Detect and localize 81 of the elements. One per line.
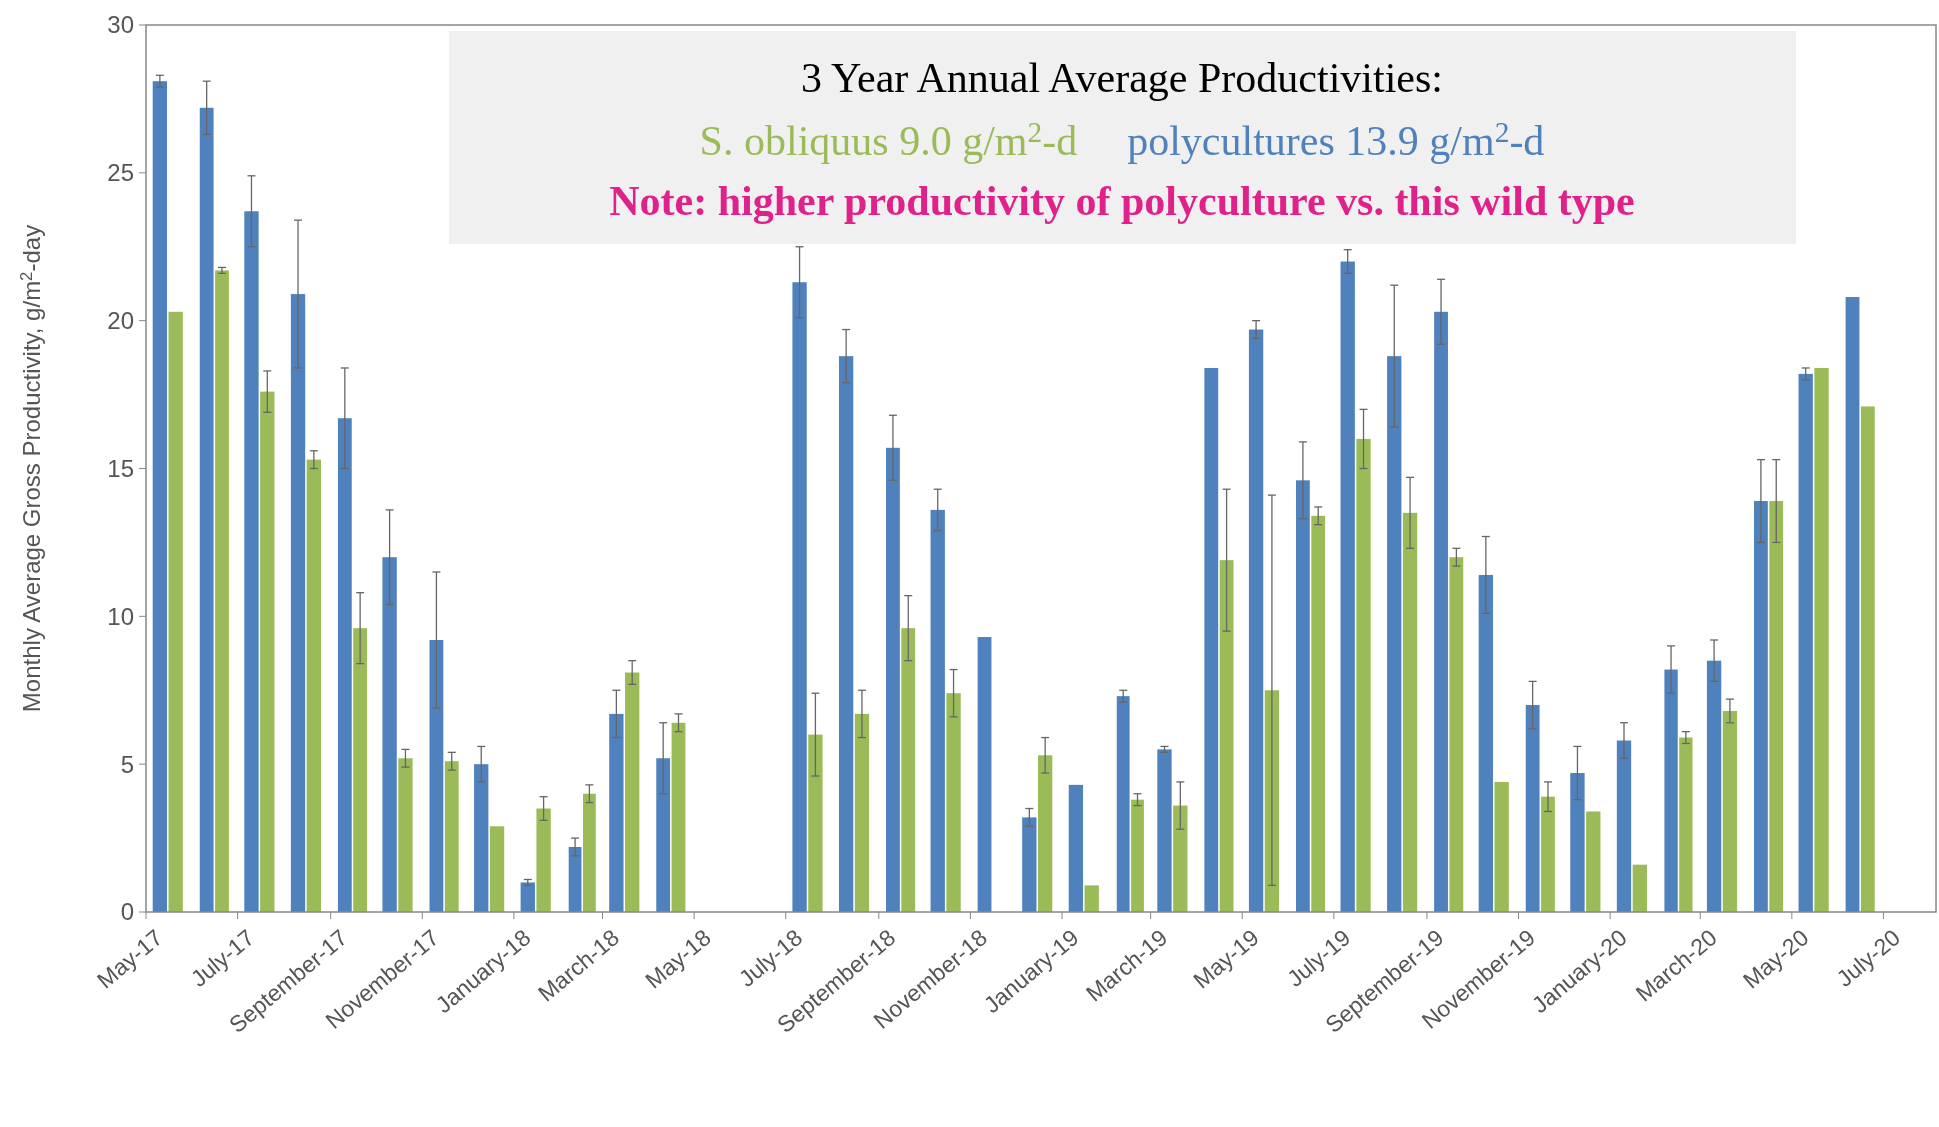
bar bbox=[901, 628, 916, 912]
bar bbox=[337, 418, 352, 912]
bar bbox=[1860, 406, 1875, 912]
bar bbox=[1248, 329, 1264, 912]
bar bbox=[1769, 501, 1784, 912]
bar bbox=[199, 107, 214, 912]
bar bbox=[1586, 811, 1601, 912]
bar bbox=[398, 758, 413, 912]
bar bbox=[1478, 574, 1494, 912]
bar bbox=[353, 628, 368, 912]
y-tick-label: 0 bbox=[120, 898, 134, 926]
bar bbox=[1664, 669, 1678, 912]
y-tick-label: 30 bbox=[107, 11, 134, 39]
y-tick-label: 5 bbox=[120, 750, 134, 778]
bar bbox=[536, 808, 551, 912]
bar bbox=[1541, 796, 1555, 912]
y-tick-label: 25 bbox=[107, 159, 134, 187]
bar bbox=[1387, 356, 1402, 912]
bar bbox=[568, 846, 582, 912]
bar bbox=[520, 882, 535, 912]
bar bbox=[1679, 737, 1693, 912]
annotation: S. obliquus 9.0 g/m$^{2}$-d bbox=[699, 115, 1078, 164]
bar bbox=[1038, 755, 1053, 912]
bar bbox=[1722, 710, 1738, 912]
bar bbox=[1116, 696, 1130, 912]
bar bbox=[808, 734, 823, 912]
bar bbox=[1494, 781, 1509, 912]
bar bbox=[306, 459, 322, 912]
bar bbox=[838, 356, 854, 912]
bar bbox=[886, 447, 900, 912]
bar bbox=[1204, 367, 1219, 912]
bar bbox=[429, 639, 444, 912]
bar bbox=[1340, 261, 1355, 912]
bar bbox=[854, 713, 870, 912]
bar bbox=[1295, 480, 1310, 912]
bar bbox=[1356, 438, 1371, 912]
bar bbox=[1131, 799, 1144, 912]
bar bbox=[792, 282, 807, 912]
bar bbox=[444, 761, 459, 912]
bar bbox=[1434, 311, 1448, 912]
bar bbox=[1570, 773, 1585, 912]
y-tick-label: 20 bbox=[107, 307, 134, 335]
bar bbox=[1845, 297, 1860, 912]
bar bbox=[671, 722, 686, 912]
bar bbox=[625, 672, 640, 912]
bar bbox=[1157, 749, 1172, 912]
bar bbox=[244, 211, 259, 912]
bar bbox=[946, 693, 961, 912]
bar bbox=[1219, 560, 1234, 912]
bar bbox=[1632, 864, 1647, 912]
bar bbox=[215, 270, 229, 912]
bar bbox=[152, 81, 168, 912]
bar bbox=[1449, 557, 1464, 912]
bar bbox=[1084, 885, 1099, 912]
bar bbox=[977, 637, 992, 912]
text: 3 Year Annual Average Productivities: bbox=[801, 55, 1443, 101]
y-tick-label: 15 bbox=[107, 454, 134, 482]
bar bbox=[1173, 805, 1188, 912]
bar bbox=[168, 311, 183, 912]
bar bbox=[582, 793, 596, 912]
bar bbox=[260, 391, 275, 912]
bar bbox=[1068, 784, 1084, 912]
y-tick-label: 10 bbox=[107, 602, 134, 630]
annotation: Note: higher productivity of polyculture vs. this wild type bbox=[609, 178, 1635, 224]
bar bbox=[1022, 817, 1037, 912]
bar bbox=[1402, 512, 1418, 912]
bar bbox=[1311, 515, 1326, 912]
bar bbox=[489, 826, 505, 912]
bar bbox=[609, 713, 624, 912]
bar bbox=[1798, 373, 1813, 912]
bar bbox=[1525, 705, 1540, 912]
bar bbox=[1616, 740, 1632, 912]
bar bbox=[1706, 660, 1722, 912]
bar bbox=[930, 509, 945, 912]
annotation: polycultures 13.9 g/m$^{2}$-d bbox=[1127, 115, 1545, 164]
bar bbox=[290, 294, 306, 912]
bar bbox=[382, 557, 397, 912]
bar bbox=[474, 764, 489, 912]
bar bbox=[656, 758, 671, 912]
bar bbox=[1814, 367, 1829, 912]
bar bbox=[1754, 501, 1768, 912]
